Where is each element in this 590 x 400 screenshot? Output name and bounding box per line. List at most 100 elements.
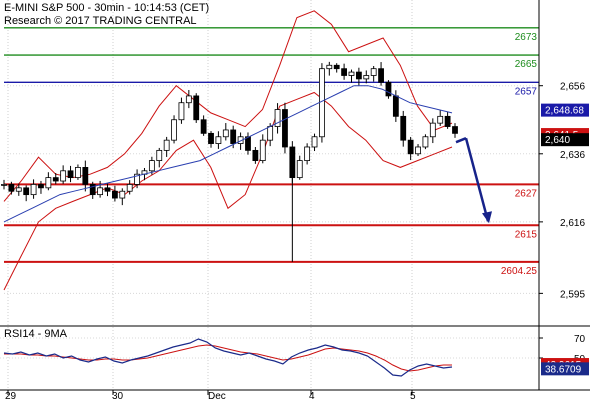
candle-body [126, 184, 133, 192]
x-tick-label: Dec [208, 391, 226, 400]
candle-body [282, 109, 288, 148]
candle-body [326, 64, 333, 70]
candle-layer [1, 61, 458, 262]
candle-body [400, 115, 407, 141]
candle-body [148, 160, 155, 172]
value-badge [541, 133, 589, 147]
candle-body [89, 184, 96, 196]
badge-layer: 2,648.682,641.52,640 [541, 103, 589, 147]
candle-body [437, 115, 444, 124]
candle-body [208, 132, 214, 144]
candle-body [23, 187, 30, 196]
candle-body [200, 119, 207, 134]
level-label: 2604.25 [501, 266, 538, 277]
candle-body [348, 71, 355, 76]
candle-body [82, 167, 89, 185]
candle-body [112, 190, 118, 199]
value-badge [541, 103, 589, 117]
candle-body [193, 95, 200, 121]
x-tick-label: 5 [410, 391, 416, 400]
candle-body [422, 136, 429, 148]
candle-body [311, 136, 318, 148]
value-badge-label: 2,640 [545, 135, 570, 146]
candle-body [259, 139, 266, 161]
candle-body [252, 149, 259, 161]
y-tick-label: 2,616 [560, 218, 585, 229]
candle-body [222, 129, 229, 138]
y-tick-label: 2,656 [560, 82, 585, 93]
candle-body [178, 102, 185, 121]
lower-band [3, 91, 453, 291]
chart-subtitle: Research © 2017 TRADING CENTRAL [4, 15, 197, 27]
rsi-value-badge [541, 362, 589, 376]
forecast-arrow-line [464, 137, 490, 222]
rsi-layer: 705042.961538.6709 [0, 334, 589, 377]
candle-body [355, 71, 362, 80]
candle-body [378, 68, 384, 83]
candle-body [415, 146, 421, 155]
level-label: 2665 [515, 59, 538, 70]
candle-body [392, 95, 399, 117]
forecast-arrow-tip [482, 211, 492, 224]
candle-body [274, 109, 281, 127]
candle-body [185, 95, 192, 104]
candle-body [8, 184, 15, 192]
ma-layer [3, 85, 453, 223]
candle-body [296, 160, 303, 179]
x-tick-label: 29 [5, 391, 17, 400]
y-tick-label: 2,595 [560, 289, 585, 300]
level-label: 2615 [515, 229, 538, 240]
candle-body [267, 126, 274, 141]
axis-layer: 2,656 2,636 2,616 2,595 [0, 0, 590, 391]
value-badge-label: 2,648.68 [545, 106, 584, 117]
rsi-tick-label: 70 [574, 334, 586, 345]
candle-body [319, 68, 325, 138]
chart-title: E-MINI S&P 500 - 30min - 10:14:53 (CET) [4, 2, 209, 14]
candle-body [452, 126, 458, 134]
candle-body [171, 119, 177, 141]
y-tick-label: 2,636 [560, 150, 585, 161]
candle-body [341, 68, 347, 76]
candle-body [230, 129, 237, 144]
candle-body [15, 187, 22, 192]
level-label: 2627 [515, 188, 538, 199]
candle-body [1, 184, 7, 186]
candle-body [385, 81, 392, 97]
candle-body [245, 136, 251, 151]
candle-body [407, 139, 414, 155]
rsi-title: RSI14 - 9MA [4, 328, 68, 340]
candle-body [289, 146, 296, 179]
x-tick-label: 4 [309, 391, 315, 400]
candle-body [134, 173, 140, 185]
candle-body [45, 177, 52, 189]
candle-body [429, 122, 436, 138]
level-label: 2657 [515, 86, 538, 97]
candle-body [60, 170, 67, 182]
candle-body [370, 68, 377, 76]
forecast-arrow-head-segment [455, 137, 467, 144]
candle-body [52, 177, 59, 182]
candle-body [75, 167, 81, 179]
arrow-layer [455, 137, 492, 224]
candle-body [119, 190, 126, 199]
candle-body [38, 184, 44, 189]
candle-body [215, 136, 222, 144]
x-axis: 29 30 Dec 4 5 [5, 390, 416, 400]
candle-body [333, 64, 340, 70]
candle-body [104, 187, 111, 192]
candle-body [30, 184, 37, 196]
candle-body [67, 170, 74, 179]
rsi-line [3, 338, 453, 377]
rsi-value-badge-label: 38.6709 [545, 364, 582, 375]
candle-body [97, 187, 104, 196]
moving-average-line [3, 85, 453, 223]
candle-body [304, 146, 311, 161]
candle-body [156, 149, 163, 161]
level-label: 2673 [515, 32, 538, 43]
x-tick-label: 30 [112, 391, 124, 400]
candle-body [363, 75, 370, 80]
candle-body [163, 139, 170, 151]
candle-body [444, 115, 451, 127]
